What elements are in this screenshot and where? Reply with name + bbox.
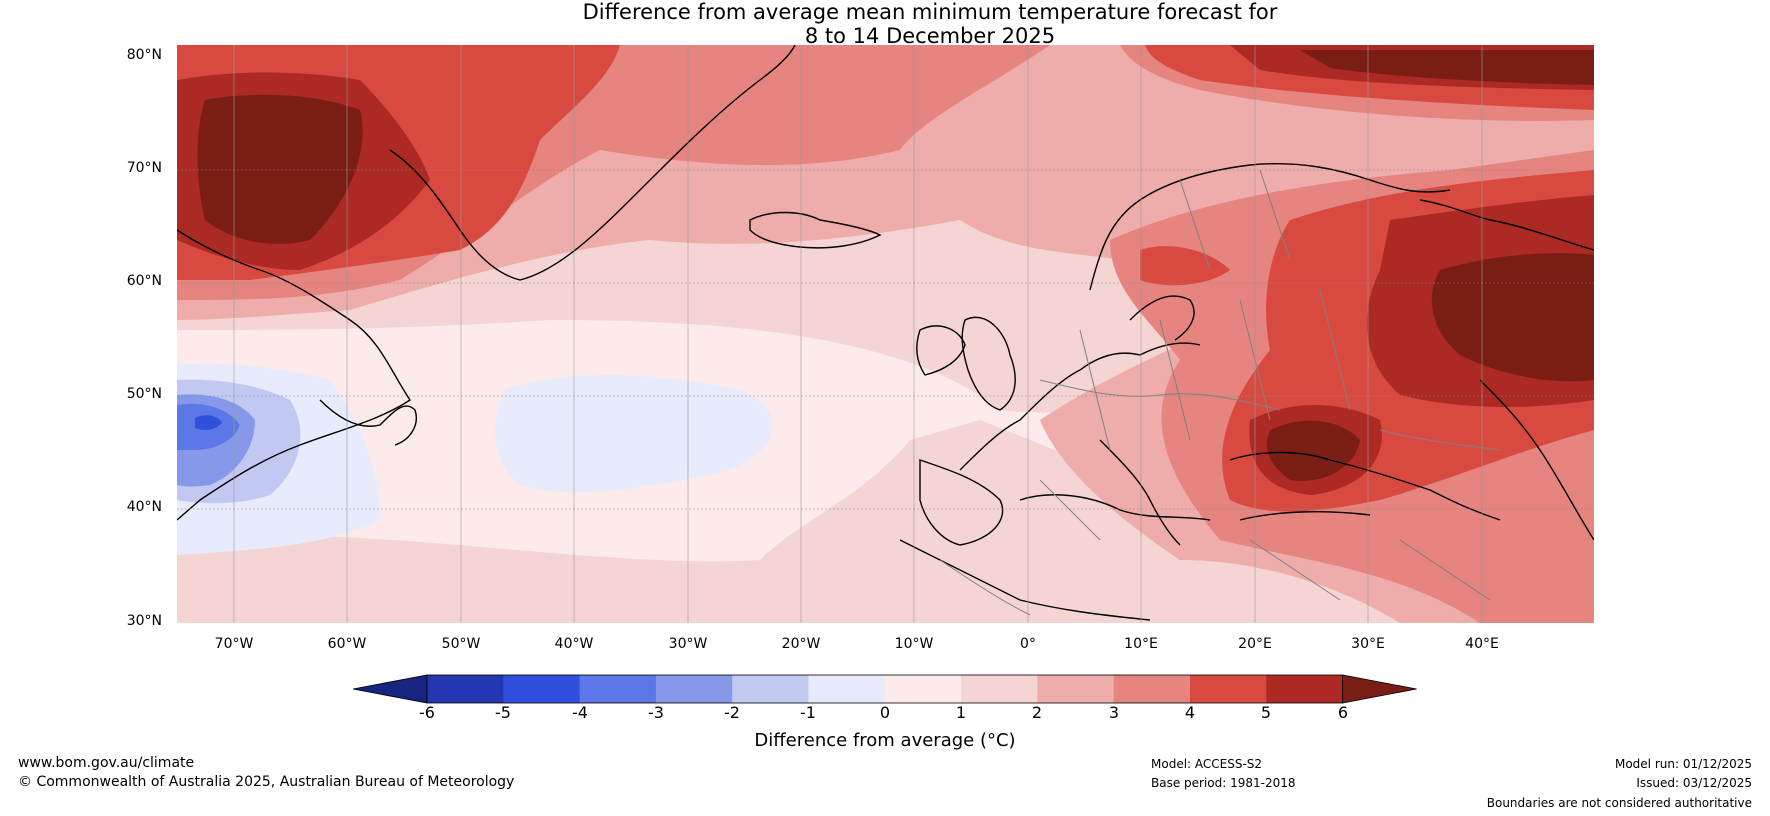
footer-website: www.bom.gov.au/climate (18, 755, 195, 771)
colorbar-tick-1: 1 (955, 703, 967, 722)
lon-label-10w: 10°W (894, 636, 934, 652)
lon-label-0: 0° (1020, 636, 1036, 652)
colorbar-tick-m5: -5 (495, 703, 511, 722)
anomaly-field (177, 45, 1594, 623)
colorbar-segment-4-to-5 (1190, 675, 1267, 703)
colorbar-tick-2: 2 (1031, 703, 1043, 722)
lat-label-70n: 70°N (126, 160, 162, 176)
anomaly-band-above-6-balkans (1266, 420, 1360, 481)
lon-label-40w: 40°W (554, 636, 594, 652)
title-line-1: Difference from average mean minimum tem… (582, 0, 1278, 24)
lon-label-20e: 20°E (1238, 636, 1272, 652)
coastlines (177, 45, 1594, 621)
anomaly-band-above-6-arctic (1300, 50, 1594, 85)
footer-copyright: © Commonwealth of Australia 2025, Austra… (18, 774, 515, 790)
colorbar-extend-above (1342, 674, 1417, 704)
footer-issued: Issued: 03/12/2025 (1636, 776, 1752, 790)
colorbar-segment-2-to-3 (1037, 675, 1115, 703)
lon-label-60w: 60°W (327, 636, 367, 652)
anomaly-band-above-6-greenland (197, 94, 363, 244)
lon-label-40e: 40°E (1465, 636, 1499, 652)
lon-label-10e: 10°E (1124, 636, 1158, 652)
colorbar-segment-1-to-2 (961, 675, 1038, 703)
colorbar-tick-5: 5 (1260, 703, 1272, 722)
lat-label-80n: 80°N (126, 47, 162, 63)
anomaly-band-m5-m4 (195, 415, 222, 431)
chart-title: Difference from average mean minimum tem… (0, 0, 1770, 48)
footer-disclaimer: Boundaries are not considered authoritat… (1486, 796, 1752, 810)
lat-label-50n: 50°N (126, 386, 162, 402)
colorbar-tick-3: 3 (1108, 703, 1120, 722)
colorbar-extend-below (352, 674, 428, 704)
lat-label-60n: 60°N (126, 273, 162, 289)
lat-label-30n: 30°N (126, 613, 162, 629)
colorbar (352, 674, 1417, 704)
colorbar-tick-6: 6 (1337, 703, 1349, 722)
lon-label-30e: 30°E (1351, 636, 1385, 652)
colorbar-tick-m6: -6 (419, 703, 435, 722)
colorbar-segment-m1-to-0 (808, 675, 886, 703)
colorbar-tick-0: 0 (879, 703, 891, 722)
anomaly-band-above-6-russia (1431, 253, 1594, 382)
lon-label-30w: 30°W (668, 636, 708, 652)
footer-model-run: Model run: 01/12/2025 (1614, 757, 1752, 771)
colorbar-title-text: Difference from average (°C) (754, 730, 1016, 751)
colorbar-segment-m4-to-m3 (579, 675, 657, 703)
colorbar-segment-m3-to-m2 (655, 675, 733, 703)
footer-base-period: Base period: 1981-2018 (1151, 776, 1296, 790)
colorbar-segment-0-to-1 (884, 675, 962, 703)
anomaly-band-m1-0-atlantic (495, 375, 773, 493)
lon-label-50w: 50°W (441, 636, 481, 652)
colorbar-segment-3-to-4 (1113, 675, 1191, 703)
title-line-2: 8 to 14 December 2025 (804, 24, 1056, 48)
colorbar-tick-m4: -4 (572, 703, 588, 722)
colorbar-segment-m6-to-m5 (427, 675, 504, 703)
colorbar-tick-4: 4 (1184, 703, 1196, 722)
colorbar-tick-m3: -3 (648, 703, 664, 722)
longitude-gridlines (233, 45, 1483, 623)
footer-model: Model: ACCESS-S2 (1151, 757, 1263, 771)
colorbar-tick-m2: -2 (724, 703, 740, 722)
anomaly-band-4-5-norway (1145, 253, 1212, 280)
lon-label-20w: 20°W (781, 636, 821, 652)
colorbar-segment-5-to-6 (1266, 675, 1344, 703)
latitude-gridlines (177, 169, 1594, 510)
colorbar-tick-m1: -1 (800, 703, 816, 722)
colorbar-outline (426, 674, 1343, 704)
colorbar-segment-m5-to-m4 (503, 675, 581, 703)
lat-label-40n: 40°N (126, 499, 162, 515)
colorbar-title: Difference from average (°C) (0, 730, 1770, 751)
colorbar-segment-m2-to-m1 (732, 675, 809, 703)
lon-label-70w: 70°W (214, 636, 254, 652)
